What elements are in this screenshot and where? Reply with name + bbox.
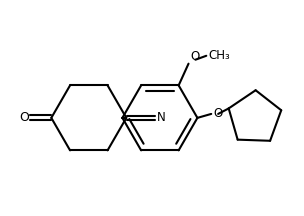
Text: O: O: [213, 107, 223, 121]
Text: CH₃: CH₃: [208, 49, 230, 62]
Text: O: O: [191, 50, 200, 63]
Text: O: O: [20, 111, 29, 124]
Text: N: N: [157, 111, 166, 124]
